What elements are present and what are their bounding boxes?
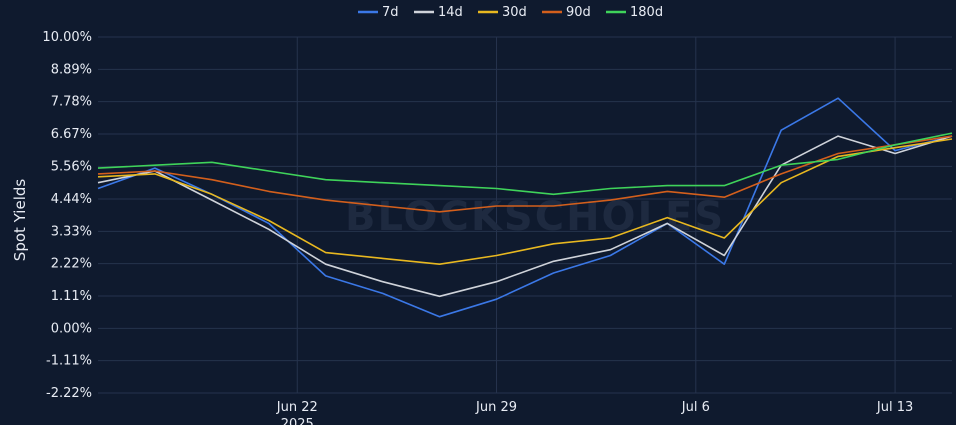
legend-item-90d[interactable]: 90d bbox=[542, 5, 591, 20]
y-axis-label: Spot Yields bbox=[11, 179, 29, 262]
series-line-30d bbox=[97, 138, 953, 266]
y-tick-label: -2.22% bbox=[46, 386, 92, 401]
legend-item-180d[interactable]: 180d bbox=[606, 5, 663, 20]
x-tick-label: Jul 6 bbox=[681, 400, 710, 415]
y-axis: 10.00% 8.89% 7.78% 6.67% 5.56% 4.44% 3.33% 2.22… bbox=[42, 30, 92, 401]
series-line-90d bbox=[97, 135, 953, 213]
y-tick-label: 4.44% bbox=[51, 192, 92, 207]
legend-item-7d[interactable]: 7d bbox=[358, 5, 399, 20]
legend-item-14d[interactable]: 14d bbox=[414, 5, 463, 20]
series-line-14d bbox=[97, 135, 953, 298]
x-tick-label: Jun 29 bbox=[475, 400, 517, 415]
legend-label: 30d bbox=[502, 5, 527, 20]
legend-item-30d[interactable]: 30d bbox=[478, 5, 527, 20]
y-tick-label: 1.11% bbox=[51, 289, 92, 304]
y-tick-label: 8.89% bbox=[51, 62, 92, 77]
legend-label: 14d bbox=[438, 5, 463, 20]
series-line-7d bbox=[97, 97, 953, 318]
y-tick-label: 2.22% bbox=[51, 257, 92, 272]
series-layer bbox=[97, 97, 953, 318]
y-tick-label: 10.00% bbox=[42, 30, 92, 45]
legend-label: 7d bbox=[382, 5, 399, 20]
x-tick-year: 2025 bbox=[281, 417, 314, 425]
x-tick-label: Jul 13 bbox=[876, 400, 913, 415]
y-tick-label: 7.78% bbox=[51, 95, 92, 110]
legend[interactable]: 7d 14d 30d 90d 180d bbox=[358, 5, 663, 20]
y-tick-label: 6.67% bbox=[51, 127, 92, 142]
series-line-180d bbox=[97, 132, 953, 196]
grid bbox=[98, 36, 952, 394]
watermark: BLOCKSCHOLES bbox=[345, 194, 725, 240]
y-tick-label: 3.33% bbox=[51, 224, 92, 239]
x-axis: Jun 22 2025 Jun 29 Jul 6 Jul 13 bbox=[276, 400, 913, 425]
y-tick-label: 0.00% bbox=[51, 321, 92, 336]
y-tick-label: -1.11% bbox=[46, 354, 92, 369]
legend-label: 180d bbox=[630, 5, 663, 20]
y-tick-label: 5.56% bbox=[51, 159, 92, 174]
legend-label: 90d bbox=[566, 5, 591, 20]
x-tick-label: Jun 22 bbox=[276, 400, 318, 415]
